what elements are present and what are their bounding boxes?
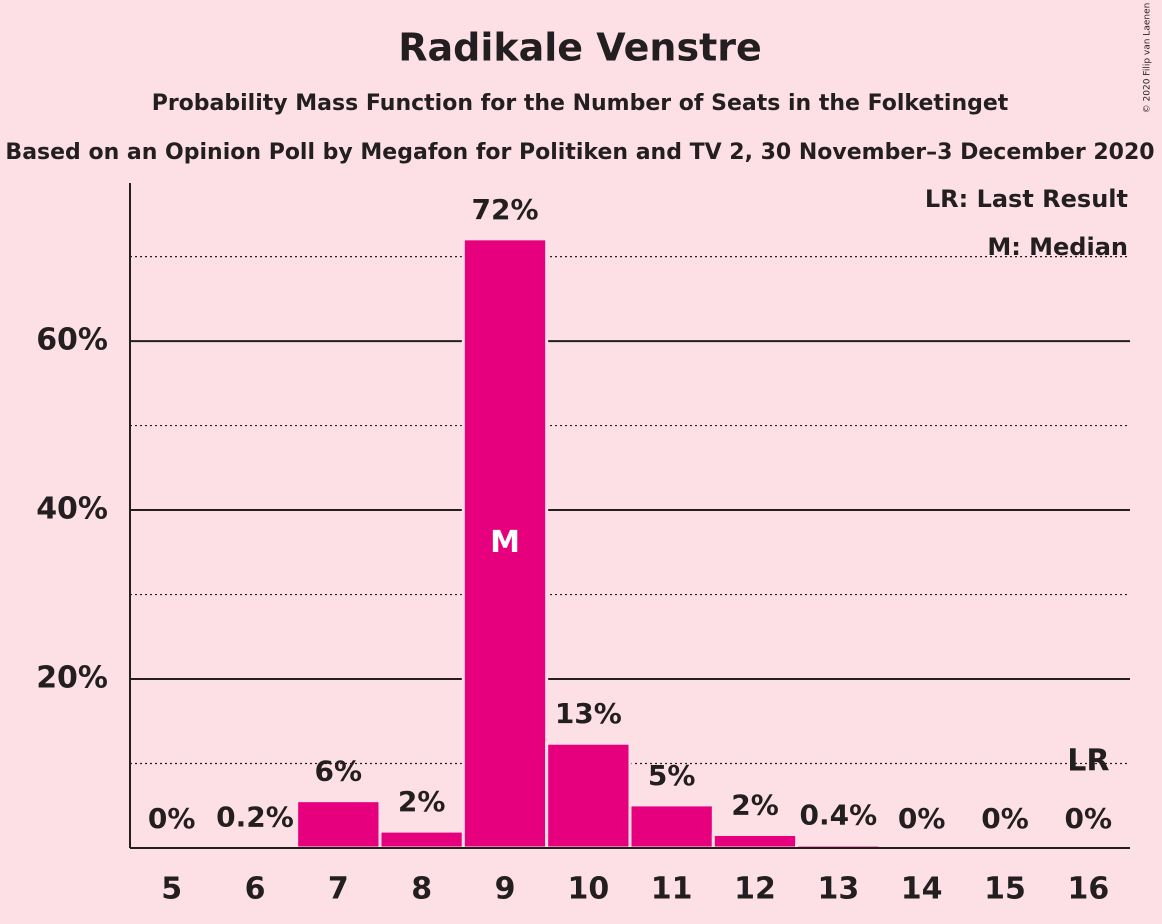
x-tick-label: 10 bbox=[567, 872, 609, 907]
chart-title: Radikale Venstre bbox=[398, 26, 762, 70]
x-tick-label: 16 bbox=[1067, 872, 1109, 907]
value-label: 2% bbox=[398, 785, 446, 818]
value-label: 6% bbox=[315, 755, 363, 788]
value-label: 0.2% bbox=[216, 800, 294, 833]
value-label: 5% bbox=[648, 759, 696, 792]
value-label: 2% bbox=[731, 788, 779, 821]
x-tick-label: 6 bbox=[245, 872, 266, 907]
value-label: 0% bbox=[981, 802, 1029, 835]
bar bbox=[628, 803, 715, 850]
x-tick-label: 7 bbox=[328, 872, 349, 907]
value-label: 0% bbox=[1065, 802, 1113, 835]
x-tick-label: 14 bbox=[901, 872, 943, 907]
bar bbox=[711, 832, 799, 850]
chart-caption: Based on an Opinion Poll by Megafon for … bbox=[5, 140, 1154, 165]
chart-subtitle: Probability Mass Function for the Number… bbox=[152, 91, 1009, 116]
x-tick-label: 8 bbox=[411, 872, 432, 907]
value-label: 13% bbox=[555, 697, 622, 730]
x-tick-label: 11 bbox=[651, 872, 693, 907]
bar bbox=[295, 799, 382, 850]
legend-entry: LR: Last Result bbox=[925, 185, 1128, 213]
y-tick-label: 60% bbox=[36, 323, 108, 358]
annotation: LR bbox=[1067, 744, 1109, 779]
legend-entry: M: Median bbox=[987, 233, 1128, 261]
y-tick-label: 20% bbox=[36, 661, 108, 696]
value-label: 0% bbox=[148, 802, 196, 835]
y-tick-label: 40% bbox=[36, 492, 108, 527]
x-tick-label: 5 bbox=[161, 872, 182, 907]
credit: © 2020 Filip van Laenen bbox=[1143, 3, 1153, 114]
value-label: 72% bbox=[471, 193, 538, 226]
x-tick-label: 9 bbox=[495, 872, 516, 907]
bar bbox=[378, 829, 465, 850]
value-label: 0.4% bbox=[800, 799, 878, 832]
x-tick-label: 12 bbox=[734, 872, 776, 907]
value-label: 0% bbox=[898, 802, 946, 835]
x-tick-label: 15 bbox=[984, 872, 1026, 907]
bar bbox=[545, 741, 632, 850]
annotation: M bbox=[490, 525, 520, 560]
x-tick-label: 13 bbox=[817, 872, 859, 907]
